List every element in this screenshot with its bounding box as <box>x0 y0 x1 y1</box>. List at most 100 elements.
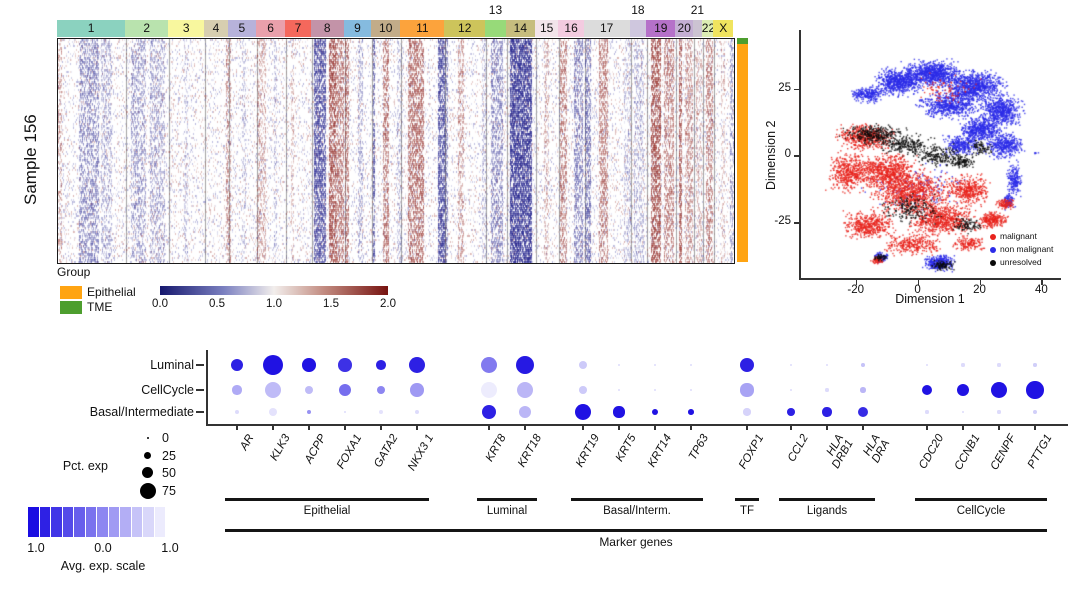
malignant-legend-label: malignant <box>1000 231 1037 241</box>
cnv-heatmap-canvas <box>57 38 735 264</box>
gene-tick <box>416 425 418 430</box>
gene-tick <box>998 425 1000 430</box>
dot-klk3-row0 <box>263 355 283 375</box>
tme-swatch <box>60 301 82 314</box>
dot-foxp1-row2 <box>743 408 751 416</box>
gene-tick <box>272 425 274 430</box>
gene-tick <box>308 425 310 430</box>
non-malignant-legend-label: non malignant <box>1000 244 1054 254</box>
gene-label-ar: AR <box>238 432 257 453</box>
chromosome-band-13 <box>485 20 506 37</box>
gene-label-pttg1: PTTG1 <box>1025 432 1055 471</box>
avg-label-mid: 0.0 <box>94 541 112 555</box>
row-tick <box>196 364 204 366</box>
dot-cdc20-row0 <box>925 363 929 367</box>
gene-group-label-basalinterm: Basal/Interm. <box>603 505 671 517</box>
tsne-x-tick <box>1041 279 1043 285</box>
pct-label-50: 50 <box>162 466 176 480</box>
gene-label-ccnb1: CCNB1 <box>952 432 983 473</box>
dot-nkx3-1-row0 <box>409 357 425 373</box>
gene-tick <box>618 425 620 430</box>
dot-ccl2-row2 <box>787 408 795 416</box>
gene-label-krt5: KRT5 <box>613 432 639 464</box>
avg-colorbar-segment <box>62 507 74 537</box>
dot-tp63-row2 <box>688 409 694 415</box>
chromosome-label-21: 21 <box>690 3 705 17</box>
dot-hla-drb1-row2 <box>822 407 832 417</box>
gene-group-label-luminal: Luminal <box>486 505 528 517</box>
tsne-y-tick-label: -25 <box>774 215 791 227</box>
chromosome-band-1: 1 <box>57 20 126 37</box>
non-malignant-legend-dot <box>990 247 996 253</box>
tsne-xlabel: Dimension 1 <box>895 292 965 306</box>
gene-label-gata2: GATA2 <box>372 432 401 470</box>
gene-label-hla-dra: HLA DRA <box>860 432 892 465</box>
gene-label-hla-drb1: HLA DRB1 <box>824 432 856 471</box>
chromosome-band-5: 5 <box>227 20 256 37</box>
tsne-x-tick-label: 20 <box>973 284 986 296</box>
marker-genes-bar <box>225 529 1047 532</box>
gene-tick <box>790 425 792 430</box>
cnv-colorbar-tick: 2.0 <box>380 298 396 310</box>
tsne-y-axis <box>799 30 801 279</box>
cnv-colorbar-tick: 1.0 <box>266 298 282 310</box>
chromosome-band-20: 20 <box>675 20 693 37</box>
chromosome-band-4: 4 <box>204 20 228 37</box>
dot-foxa1-row2 <box>343 410 347 414</box>
dot-krt14-row0 <box>653 363 657 367</box>
dot-foxa1-row0 <box>338 358 352 372</box>
cnv-sample-label: Sample 156 <box>21 114 40 206</box>
gene-label-krt8: KRT8 <box>483 432 509 464</box>
pct-dot-0 <box>147 437 149 439</box>
epithelial-swatch <box>60 286 82 299</box>
dot-krt5-row0 <box>617 363 621 367</box>
chromosome-band-14: 14 <box>505 20 535 37</box>
dot-krt8-row0 <box>481 357 497 373</box>
dot-pttg1-row1 <box>1026 381 1044 399</box>
dot-krt5-row2 <box>613 406 625 418</box>
gene-label-cdc20: CDC20 <box>917 432 947 472</box>
dot-gata2-row2 <box>378 409 384 415</box>
gene-label-krt18: KRT18 <box>516 432 545 470</box>
dot-krt8-row2 <box>482 405 496 419</box>
dot-klk3-row2 <box>268 407 278 417</box>
epithelial-legend-label: Epithelial <box>87 285 136 299</box>
gene-tick <box>582 425 584 430</box>
gene-tick <box>654 425 656 430</box>
gene-label-krt14: KRT14 <box>646 432 675 470</box>
dot-krt18-row0 <box>515 355 535 375</box>
tsne-x-tick <box>855 279 858 285</box>
chromosome-band-8: 8 <box>310 20 344 37</box>
tsne-x-tick-label: -20 <box>847 284 865 296</box>
gene-group-bar-epithelial <box>225 498 429 501</box>
dot-krt14-row2 <box>651 408 659 416</box>
dotplot-y-axis <box>206 350 208 425</box>
gene-label-cenpf: CENPF <box>988 432 1019 473</box>
dot-foxp1-row1 <box>740 383 754 397</box>
tsne-x-tick <box>979 279 982 285</box>
avg-colorbar-segment <box>97 507 108 537</box>
gene-tick <box>524 425 526 430</box>
dot-krt5-row1 <box>617 388 621 392</box>
unresolved-legend-label: unresolved <box>1000 257 1042 267</box>
dotplot-x-axis <box>206 424 1068 426</box>
tsne-x-tick-label: 40 <box>1035 284 1048 296</box>
avg-colorbar-segment <box>154 507 166 537</box>
chromosome-band-21 <box>693 20 702 37</box>
dot-cdc20-row1 <box>921 384 933 396</box>
chromosome-band-22: 22 <box>701 20 716 37</box>
dot-ccl2-row0 <box>789 363 793 367</box>
marker-genes-label: Marker genes <box>599 535 673 549</box>
pct-label-0: 0 <box>162 431 169 445</box>
gene-tick <box>826 425 828 430</box>
dot-krt19-row0 <box>578 360 588 370</box>
gene-tick <box>690 425 692 430</box>
dot-acpp-row0 <box>302 358 316 372</box>
gene-tick <box>488 425 490 430</box>
gene-label-foxa1: FOXA1 <box>335 432 365 472</box>
dot-nkx3-1-row2 <box>414 409 420 415</box>
cnv-group-axis-label: Group <box>57 265 91 279</box>
gene-tick <box>926 425 928 430</box>
dot-tp63-row0 <box>689 363 693 367</box>
dot-gata2-row1 <box>376 385 386 395</box>
